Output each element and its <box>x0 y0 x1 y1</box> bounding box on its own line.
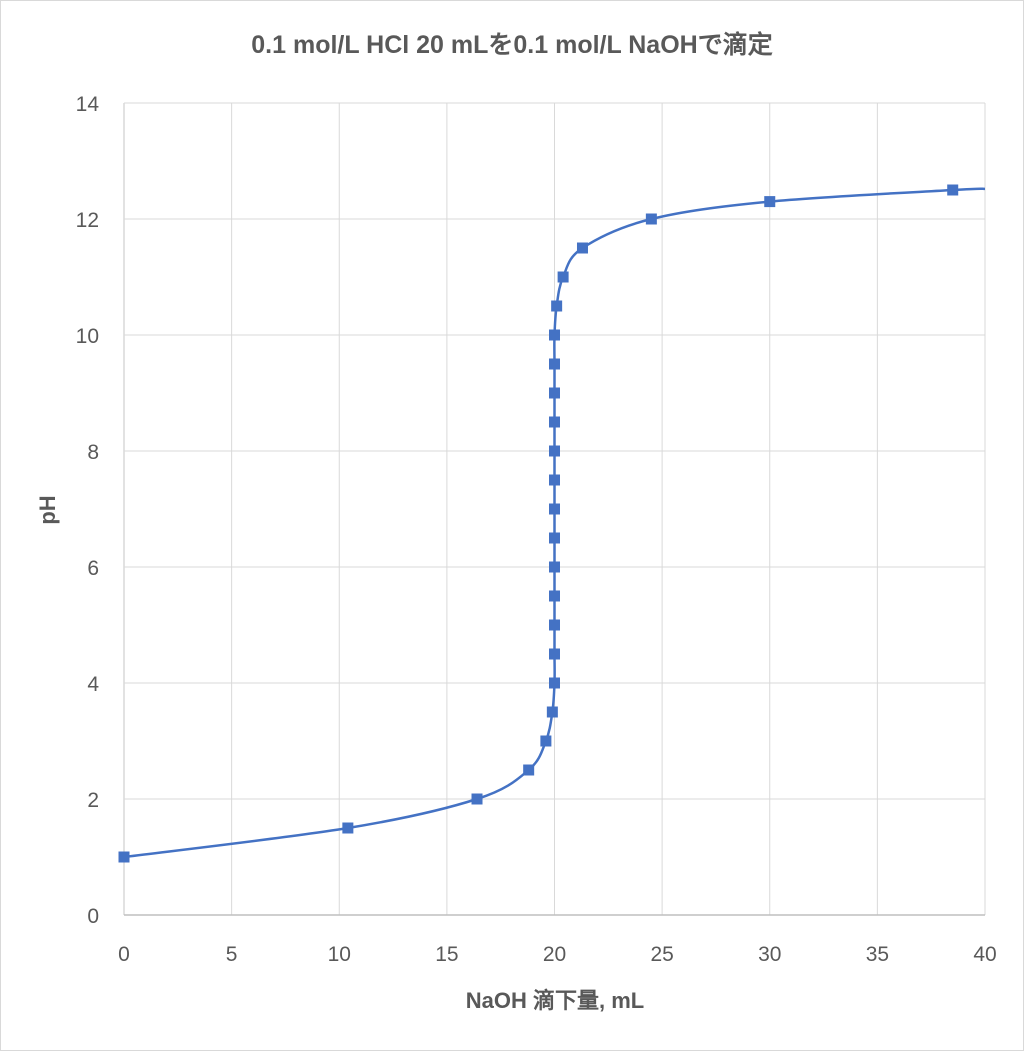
series-line <box>123 187 986 859</box>
data-point <box>523 764 535 776</box>
series-markers <box>118 184 959 863</box>
y-tick-label: 14 <box>76 93 100 116</box>
y-tick-labels: 0 2 4 6 8 10 12 14 <box>76 93 100 928</box>
data-point <box>549 677 560 689</box>
x-tick-label: 30 <box>758 943 781 966</box>
data-point <box>549 503 560 515</box>
y-tick-label: 4 <box>87 673 99 696</box>
axes <box>123 103 985 916</box>
data-point <box>118 851 130 863</box>
data-point <box>549 561 560 573</box>
data-point <box>549 416 560 428</box>
x-axis-label: NaOH 滴下量, mL <box>466 988 644 1013</box>
data-point <box>471 793 483 805</box>
y-tick-label: 10 <box>76 325 99 348</box>
data-point <box>546 706 558 718</box>
x-tick-labels: 0 5 10 15 20 25 30 35 40 <box>118 943 997 966</box>
data-point <box>549 474 560 486</box>
x-tick-label: 10 <box>328 943 351 966</box>
data-point <box>549 358 560 370</box>
data-point <box>557 271 569 283</box>
data-point <box>549 619 560 631</box>
x-tick-label: 15 <box>435 943 458 966</box>
data-point <box>549 387 560 399</box>
data-point <box>764 196 776 208</box>
y-tick-label: 12 <box>76 209 99 232</box>
x-tick-label: 20 <box>543 943 566 966</box>
y-tick-label: 6 <box>87 557 99 580</box>
x-tick-label: 35 <box>866 943 889 966</box>
data-point <box>576 242 588 254</box>
data-point <box>549 329 560 341</box>
data-point <box>540 735 552 747</box>
y-tick-label: 2 <box>87 789 99 812</box>
data-point <box>947 184 959 196</box>
data-point <box>549 648 560 660</box>
chart-title: 0.1 mol/L HCl 20 mLを0.1 mol/L NaOHで滴定 <box>251 30 772 59</box>
x-tick-label: 25 <box>650 943 673 966</box>
data-point <box>342 822 354 834</box>
x-tick-label: 40 <box>973 943 996 966</box>
y-axis-label: pH <box>35 495 60 524</box>
data-point <box>549 445 560 457</box>
y-tick-label: 0 <box>87 905 99 928</box>
data-point <box>645 213 657 225</box>
x-tick-label: 0 <box>118 943 130 966</box>
data-point <box>549 532 560 544</box>
data-point <box>549 590 560 602</box>
y-tick-label: 8 <box>87 441 99 464</box>
data-point <box>551 300 563 312</box>
x-tick-label: 5 <box>226 943 238 966</box>
